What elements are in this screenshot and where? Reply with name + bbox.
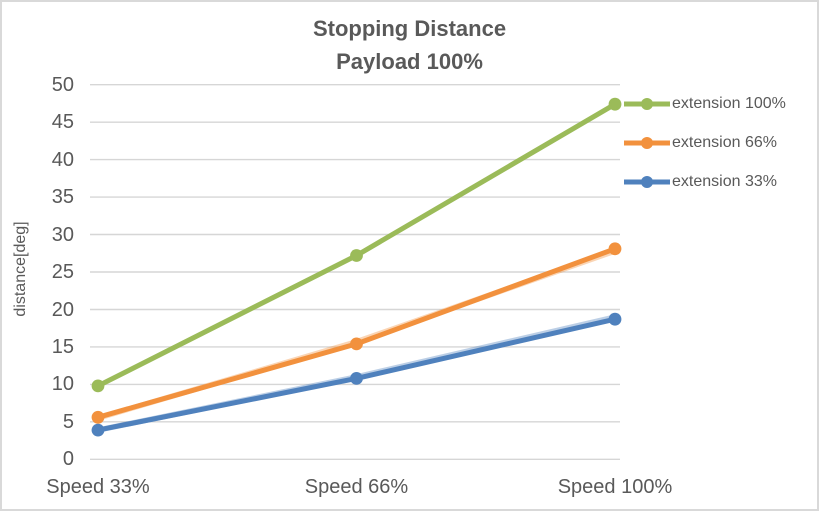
chart-title: Stopping Distance	[312, 16, 507, 41]
chart-subtitle: Payload 100%	[336, 49, 483, 74]
data-point-marker	[608, 97, 622, 111]
data-point-marker	[91, 423, 105, 437]
legend-item: extension 100%	[623, 92, 786, 116]
y-axis-tick-label: 40	[51, 148, 74, 171]
data-point-marker	[608, 312, 622, 326]
legend-line-marker-icon	[624, 98, 670, 110]
y-axis-tick-label: 30	[51, 223, 74, 246]
x-axis-category-label: Speed 100%	[557, 476, 673, 498]
y-axis-tick-label: 15	[51, 335, 74, 358]
legend-line-marker-icon	[624, 176, 670, 189]
legend-item: extension 33%	[623, 170, 777, 194]
legend-line-marker-icon	[624, 137, 670, 150]
legend-label: extension 100%	[672, 95, 786, 112]
data-point-marker	[350, 249, 363, 262]
data-point-marker	[91, 379, 105, 393]
data-point-marker	[350, 372, 363, 385]
legend-label: extension 33%	[672, 173, 777, 191]
data-point-marker	[91, 410, 105, 424]
data-point-marker	[608, 242, 622, 256]
y-axis-tick-label: 20	[51, 298, 74, 321]
y-axis-tick-label: 45	[51, 111, 74, 134]
y-axis-tick-label: 10	[51, 373, 74, 396]
legend-item: extension 66%	[623, 131, 777, 155]
data-point-marker	[350, 337, 363, 351]
y-axis-tick-label: 50	[51, 73, 74, 96]
y-axis-tick-label: 0	[62, 448, 74, 471]
legend-label: extension 66%	[672, 134, 777, 152]
x-axis-category-label: Speed 66%	[304, 476, 409, 498]
y-axis-tick-label: 25	[51, 261, 74, 283]
y-axis-tick-label: 35	[51, 186, 74, 209]
y-axis-tick-label: 5	[62, 410, 74, 433]
x-axis-category-label: Speed 33%	[46, 476, 150, 498]
chart-title-block: Stopping Distance Payload 100%	[2, 12, 817, 78]
